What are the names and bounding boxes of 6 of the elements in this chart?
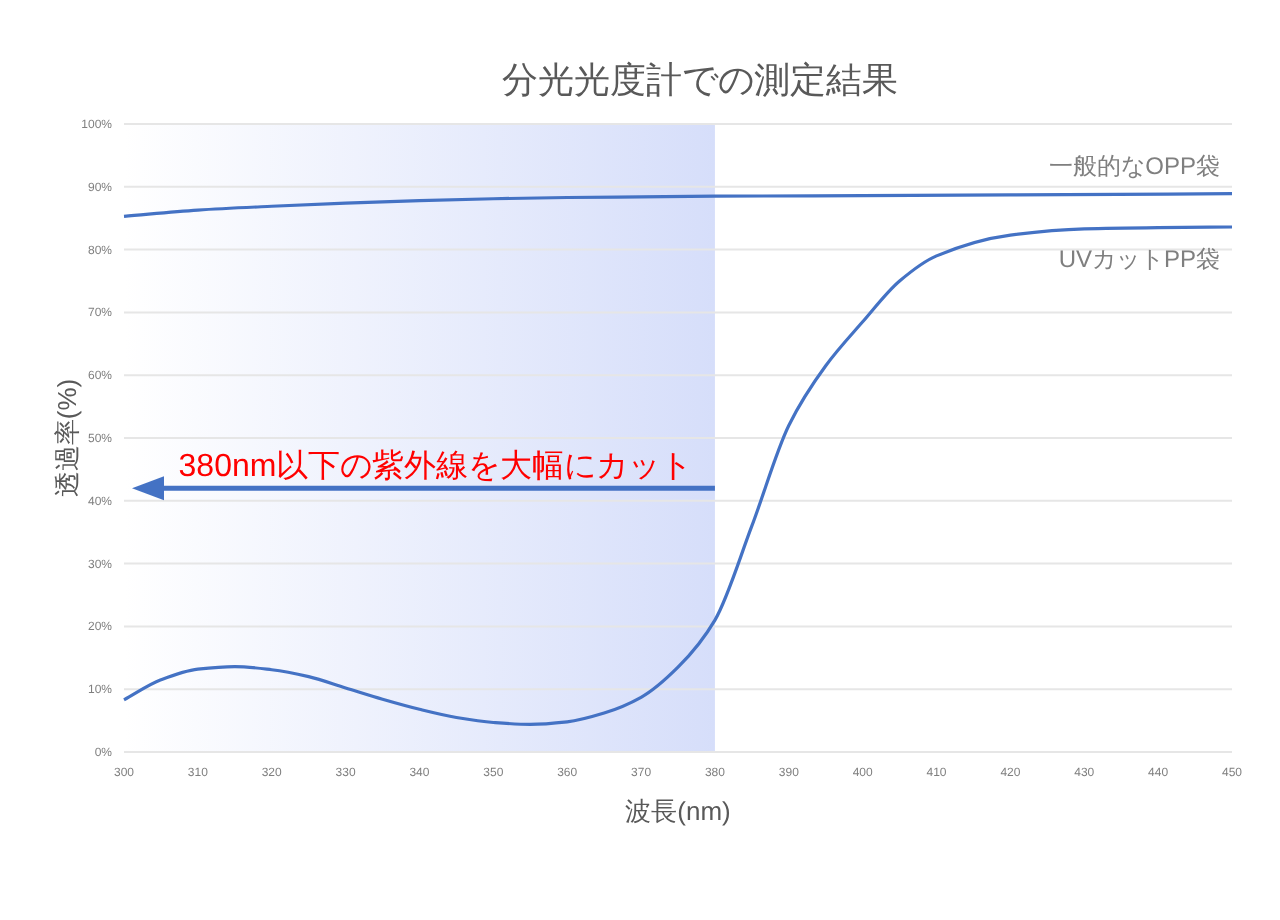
x-axis-title: 波長(nm) xyxy=(625,796,731,826)
series-label: UVカットPP袋 xyxy=(1058,244,1220,273)
series-label: 一般的なOPP袋 xyxy=(1049,151,1220,180)
annotation: 380nm以下の紫外線を大幅にカット xyxy=(178,448,693,485)
y-axis-title: 透過率(%) xyxy=(52,378,82,498)
chart-title: 分光光度計での測定結果 xyxy=(502,60,898,100)
